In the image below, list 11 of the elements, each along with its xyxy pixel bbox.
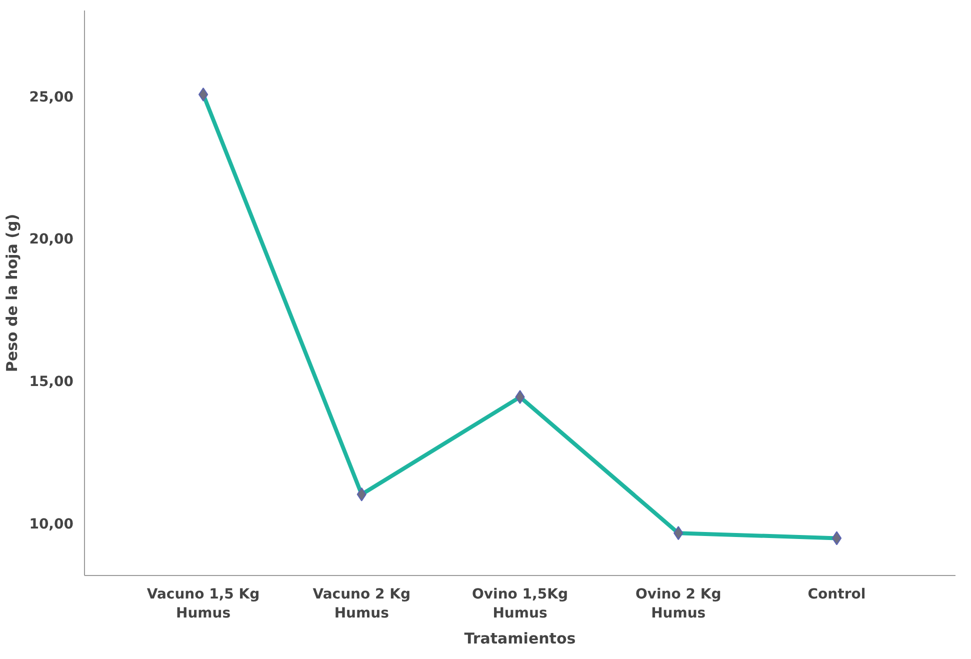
y-tick-label: 25,00: [29, 89, 74, 106]
x-tick-label: Ovino 2 Kg Humus: [635, 586, 722, 622]
x-tick-label: Vacuno 2 Kg Humus: [312, 586, 411, 622]
x-tick-label: Control: [808, 586, 866, 602]
x-axis-title: Tratamientos: [464, 630, 576, 648]
y-axis-title: Peso de la hoja (g): [3, 214, 22, 372]
y-tick-label: 15,00: [29, 374, 74, 390]
x-tick-label: Vacuno 1,5 Kg Humus: [146, 586, 260, 622]
y-tick-label: 10,00: [29, 516, 74, 532]
y-tick-label: 20,00: [29, 232, 74, 248]
x-tick-label: Ovino 1,5Kg Humus: [472, 586, 568, 622]
